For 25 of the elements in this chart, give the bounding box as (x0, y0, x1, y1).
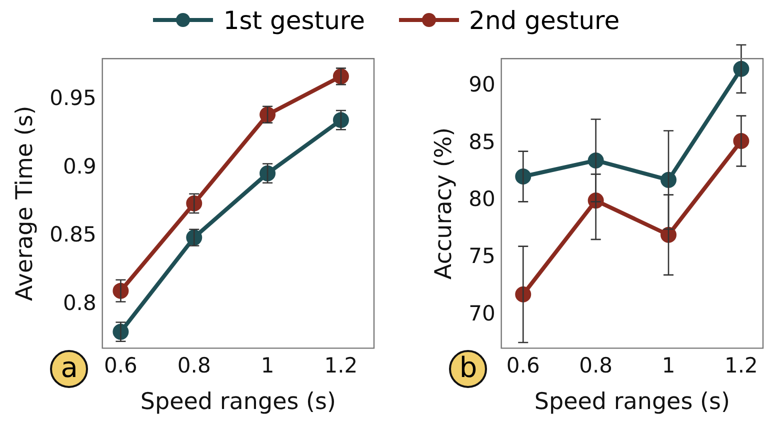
y-tick-label: 0.95 (50, 86, 96, 110)
y-axis-title: Average Time (s) (12, 106, 38, 302)
y-tick-label: 0.85 (50, 222, 96, 247)
y-tick-label: 85 (468, 130, 496, 154)
text: a (50, 350, 88, 388)
x-tick-label: 0.6 (104, 353, 138, 378)
x-tick-label: 0.6 (506, 353, 540, 378)
legend-label: 2nd gesture (469, 6, 620, 34)
x-tick-label: 0.8 (177, 353, 211, 378)
x-tick-label: 0.8 (579, 353, 613, 378)
y-tick-label: 90 (468, 72, 496, 97)
y-tick-label: 80 (468, 186, 496, 211)
x-axis-title: Speed ranges (s) (534, 389, 730, 416)
text: b (449, 350, 488, 388)
y-axis-title: Accuracy (%) (430, 127, 457, 280)
x-tick-label: 1.2 (724, 353, 758, 378)
y-tick-label: 0.9 (62, 154, 96, 178)
legend-label: 1st gesture (223, 6, 366, 34)
x-tick-label: 1.2 (324, 353, 358, 378)
x-axis-title: Speed ranges (s) (140, 389, 336, 416)
x-tick-label: 1 (662, 353, 676, 378)
y-tick-label: 70 (468, 301, 496, 326)
y-tick-label: 0.8 (62, 290, 96, 315)
y-tick-label: 75 (468, 244, 496, 268)
x-tick-label: 1 (260, 353, 274, 378)
